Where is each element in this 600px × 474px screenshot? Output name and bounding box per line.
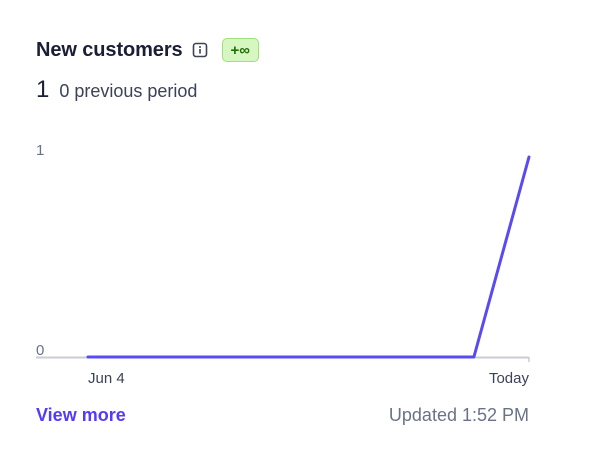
summary: 1 0 previous period — [36, 76, 197, 104]
view-more-link[interactable]: View more — [36, 405, 126, 425]
line-chart: 1 0 Jun 4 Today — [36, 142, 531, 387]
info-icon-graphic — [192, 42, 207, 58]
card-title: New customers — [36, 38, 183, 61]
info-icon[interactable] — [192, 42, 208, 58]
updated-timestamp: Updated 1:52 PM — [388, 405, 529, 425]
x-tick-label: Today — [489, 370, 530, 387]
series-line — [86, 155, 531, 359]
current-value: 1 — [36, 76, 50, 103]
card-header: New customers +∞ — [36, 36, 259, 64]
y-tick-label: 0 — [36, 342, 44, 359]
y-tick-label: 1 — [36, 142, 44, 159]
x-tick-label: Jun 4 — [88, 370, 125, 387]
previous-period-value: 0 previous period — [59, 81, 198, 101]
change-badge: +∞ — [221, 38, 259, 62]
